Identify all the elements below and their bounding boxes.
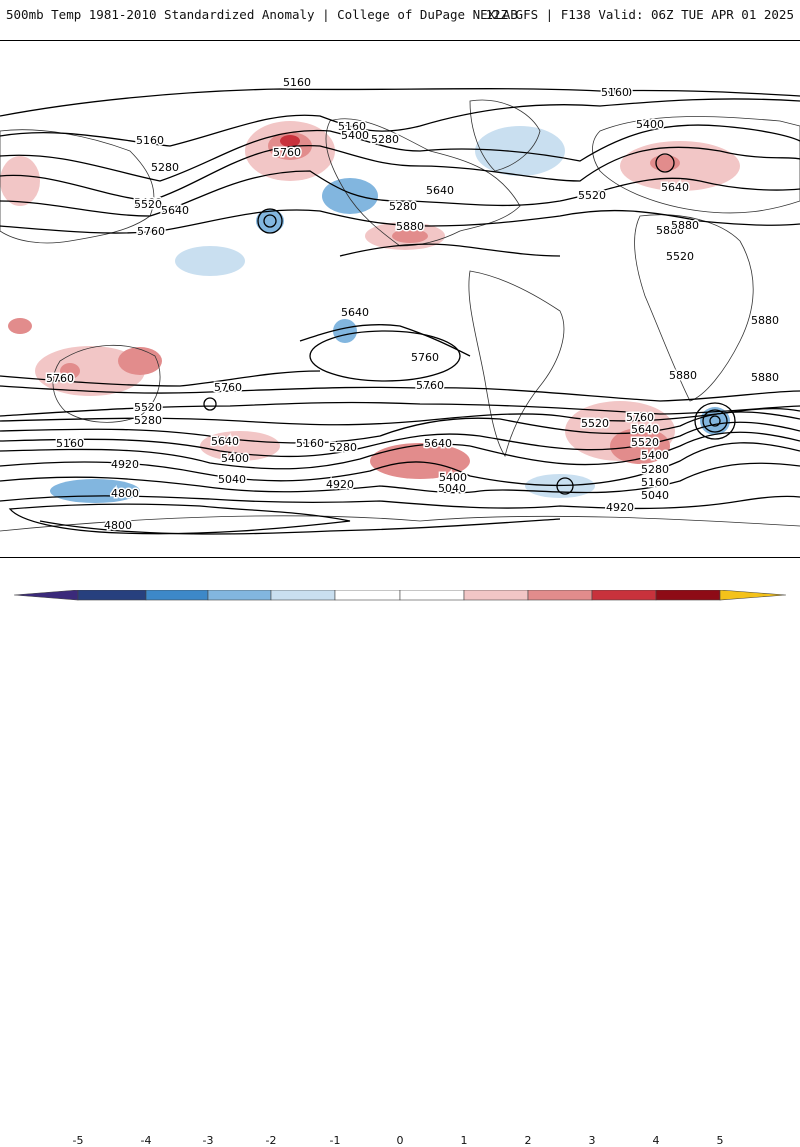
colorbar-swatch — [400, 590, 464, 600]
model-run-info: 12Z GFS | F138 Valid: 06Z TUE APR 01 202… — [485, 7, 794, 22]
contour-label: 5400 — [221, 452, 249, 465]
contour-label: 5880 — [751, 371, 779, 384]
contour-label: 5280 — [134, 414, 162, 427]
contour-label: 5280 — [151, 161, 179, 174]
colorbar-swatch — [146, 590, 208, 600]
contour-label: 5040 — [641, 489, 669, 502]
warm-anomaly — [8, 318, 32, 334]
cool-anomaly — [475, 126, 565, 176]
contour-label: 5760 — [411, 351, 439, 364]
contour-label: 5040 — [438, 482, 466, 495]
contour-label: 5280 — [329, 441, 357, 454]
colorbar-tick: 3 — [589, 1134, 596, 1147]
contour-label: 5280 — [371, 133, 399, 146]
contour-label: 4800 — [111, 487, 139, 500]
contour-label: 5160 — [296, 437, 324, 450]
warm-anomaly — [650, 155, 680, 171]
contour-label: 5760 — [137, 225, 165, 238]
contour-label: 5160 — [283, 76, 311, 89]
contour-label: 5760 — [416, 379, 444, 392]
contour-label: 5640 — [661, 181, 689, 194]
contour-line — [0, 412, 800, 443]
contour-line — [340, 244, 560, 256]
contour-label: 4920 — [606, 501, 634, 514]
contour-line — [0, 89, 800, 116]
closed-low-contour — [204, 398, 216, 410]
colorbar-tick: -3 — [203, 1134, 214, 1147]
colorbar-swatch — [14, 590, 78, 600]
colorbar-swatch — [78, 590, 146, 600]
contour-label: 5520 — [578, 189, 606, 202]
contour-label: 5520 — [581, 417, 609, 430]
colorbar-tick: -2 — [266, 1134, 277, 1147]
contour-label: 5880 — [751, 314, 779, 327]
colorbar-swatch — [720, 590, 786, 600]
contour-label: 5280 — [641, 463, 669, 476]
colorbar-swatch — [656, 590, 720, 600]
colorbar-swatch — [592, 590, 656, 600]
contour-label: 5400 — [641, 449, 669, 462]
cool-anomaly — [333, 319, 357, 343]
colorbar-tick: 1 — [461, 1134, 468, 1147]
contour-label: 5640 — [631, 423, 659, 436]
contour-label: 5280 — [389, 200, 417, 213]
colorbar: -5 -4 -3 -2 -1 0 1 2 3 4 5 — [0, 560, 800, 600]
contour-label: 5760 — [214, 381, 242, 394]
contour-line — [10, 504, 350, 534]
warm-anomaly — [0, 156, 40, 206]
contour-label: 5400 — [341, 129, 369, 142]
contour-label: 5040 — [218, 473, 246, 486]
contour-label: 5760 — [273, 146, 301, 159]
contour-label: 5520 — [134, 198, 162, 211]
contour-label: 5160 — [136, 134, 164, 147]
colorbar-tick: -5 — [73, 1134, 84, 1147]
contour-label: 5160 — [56, 437, 84, 450]
contour-label: 5880 — [671, 219, 699, 232]
contour-label: 5640 — [341, 306, 369, 319]
contour-label: 5880 — [396, 220, 424, 233]
colorbar-swatch — [208, 590, 271, 600]
colorbar-swatch — [271, 590, 335, 600]
colorbar-swatch — [464, 590, 528, 600]
warm-anomaly — [118, 347, 162, 375]
header: 500mb Temp 1981-2010 Standardized Anomal… — [0, 0, 800, 40]
colorbar-tick: -1 — [330, 1134, 341, 1147]
contour-line — [0, 409, 800, 425]
colorbar-tick: -4 — [141, 1134, 152, 1147]
contour-label: 5640 — [424, 437, 452, 450]
contour-label: 5760 — [46, 372, 74, 385]
colorbar-tick: 2 — [525, 1134, 532, 1147]
contour-label: 5880 — [669, 369, 697, 382]
contour-label: 4800 — [104, 519, 132, 532]
contour-label: 5400 — [636, 118, 664, 131]
colorbar-swatch — [335, 590, 400, 600]
contour-label: 5640 — [211, 435, 239, 448]
contour-label: 5160 — [601, 86, 629, 99]
contour-label: 5520 — [134, 401, 162, 414]
contour-label: 5520 — [666, 250, 694, 263]
contour-label: 4920 — [111, 458, 139, 471]
contour-label: 5160 — [641, 476, 669, 489]
colorbar-tick: 4 — [653, 1134, 660, 1147]
contour-line — [0, 99, 800, 146]
contour-label: 5640 — [161, 204, 189, 217]
colorbar-swatches — [0, 590, 800, 610]
colorbar-tick: 5 — [717, 1134, 724, 1147]
colorbar-swatch — [528, 590, 592, 600]
map-title: 500mb Temp 1981-2010 Standardized Anomal… — [6, 7, 518, 22]
cool-anomaly — [175, 246, 245, 276]
contour-label: 5640 — [426, 184, 454, 197]
colorbar-tick: 0 — [397, 1134, 404, 1147]
contour-line — [0, 403, 800, 416]
contour-label: 5520 — [631, 436, 659, 449]
contour-label: 4920 — [326, 478, 354, 491]
